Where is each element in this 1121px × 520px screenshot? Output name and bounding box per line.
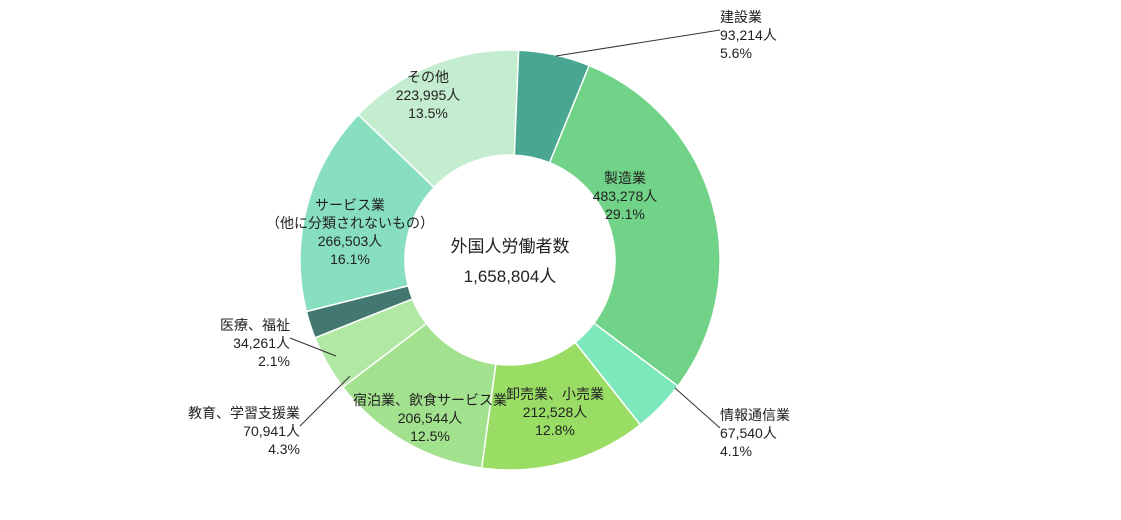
label-food-pct: 12.5% — [410, 428, 450, 444]
label-manufacturing-pct: 29.1% — [605, 206, 645, 222]
label-it-name: 情報通信業 — [720, 407, 790, 423]
label-manufacturing-count: 483,278人 — [593, 188, 658, 204]
label-other-pct: 13.5% — [408, 105, 448, 121]
label-it-count: 67,540人 — [720, 425, 777, 441]
slice-manufacturing — [550, 66, 720, 387]
label-food-count: 206,544人 — [398, 410, 463, 426]
center-value: 1,658,804人 — [464, 267, 557, 286]
label-retail-pct: 12.8% — [535, 422, 575, 438]
chart-svg: 外国人労働者数 1,658,804人 建設業 93,214人 5.6% 製造業 483,27… — [0, 0, 1121, 520]
label-other-name: その他 — [407, 69, 449, 85]
label-retail-count: 212,528人 — [523, 404, 588, 420]
label-construction-name: 建設業 — [720, 9, 762, 25]
label-medical-name: 医療、福祉 — [220, 317, 290, 333]
label-service-count: 266,503人 — [318, 233, 383, 249]
label-education: 教育、学習支援業 70,941人 4.3% — [188, 405, 300, 457]
label-education-count: 70,941人 — [243, 423, 300, 439]
label-service-name-1: （他に分類されないもの） — [266, 215, 434, 231]
leader-education — [300, 376, 350, 426]
leader-construction — [556, 30, 720, 56]
label-education-pct: 4.3% — [268, 441, 300, 457]
label-it: 情報通信業 67,540人 4.1% — [720, 407, 790, 459]
label-manufacturing-name: 製造業 — [604, 170, 646, 186]
label-other-count: 223,995人 — [396, 87, 461, 103]
label-medical: 医療、福祉 34,261人 2.1% — [220, 317, 290, 369]
label-it-pct: 4.1% — [720, 443, 752, 459]
label-construction-pct: 5.6% — [720, 45, 752, 61]
donut-chart: 外国人労働者数 1,658,804人 建設業 93,214人 5.6% 製造業 483,27… — [0, 0, 1121, 520]
label-medical-count: 34,261人 — [233, 335, 290, 351]
label-service-pct: 16.1% — [330, 251, 370, 267]
label-construction: 建設業 93,214人 5.6% — [720, 9, 777, 61]
label-retail-name: 卸売業、小売業 — [506, 386, 604, 402]
label-medical-pct: 2.1% — [258, 353, 290, 369]
label-service-name-0: サービス業 — [315, 197, 385, 213]
leader-it — [675, 388, 720, 428]
label-construction-count: 93,214人 — [720, 27, 777, 43]
center-title: 外国人労働者数 — [451, 237, 570, 256]
label-food-name: 宿泊業、飲食サービス業 — [353, 392, 507, 408]
label-education-name: 教育、学習支援業 — [188, 405, 300, 421]
